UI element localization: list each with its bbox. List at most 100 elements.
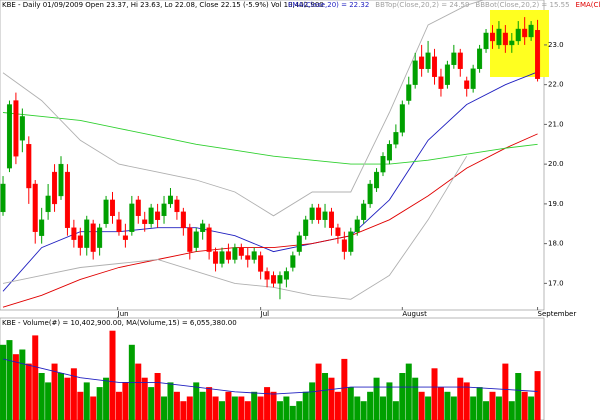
volume-bar: [96, 387, 103, 420]
volume-bar: [431, 368, 438, 420]
volume-bar: [193, 382, 200, 420]
candle-body: [71, 227, 77, 240]
volume-bar: [51, 363, 58, 420]
candle-body: [90, 223, 96, 252]
candle-body: [103, 199, 109, 224]
candle-body: [84, 219, 90, 248]
candle-body: [64, 171, 70, 228]
volume-bar: [296, 401, 303, 420]
candle-body: [528, 24, 534, 38]
y-tick-label: 18.0: [548, 240, 564, 248]
candle-body: [264, 271, 270, 280]
volume-bar: [386, 382, 393, 420]
volume-bar: [483, 401, 490, 420]
x-tick-label: September: [538, 310, 577, 318]
candle-body: [464, 80, 470, 89]
candle-body: [438, 76, 444, 89]
candle-body: [328, 211, 334, 228]
candle-body: [58, 163, 64, 197]
candle-body: [32, 183, 38, 232]
x-tick-label: Jun: [117, 310, 129, 318]
volume-bar: [161, 396, 168, 420]
candle-body: [354, 219, 360, 232]
candle-body: [77, 235, 83, 248]
candle-body: [97, 227, 103, 248]
candle-body: [174, 199, 180, 213]
volume-bar: [425, 396, 432, 420]
volume-bar: [534, 371, 541, 420]
candle-body: [148, 207, 154, 224]
volume-bar: [495, 396, 502, 420]
volume-bar: [347, 387, 354, 420]
volume-bar: [6, 340, 13, 420]
volume-bar: [264, 387, 271, 420]
candle-body: [26, 144, 32, 189]
candle-body: [432, 56, 438, 77]
volume-bar: [412, 377, 419, 420]
candle-body: [296, 235, 302, 252]
volume-bar: [302, 391, 309, 420]
candle-body: [535, 30, 541, 79]
candle-body: [367, 183, 373, 205]
candle-body: [52, 171, 58, 205]
candle-body: [374, 171, 380, 189]
volume-bar: [32, 335, 39, 420]
candle-body: [425, 52, 431, 69]
legend-entry: EMA(Close,20) = 22.32: [288, 1, 369, 9]
candle-body: [457, 52, 463, 69]
y-tick-label: 21.0: [548, 120, 564, 128]
legend-entry: BBBot(Close,20,2) = 15.55: [475, 1, 569, 9]
volume-bar: [354, 396, 361, 420]
candle-body: [122, 235, 128, 240]
volume-bar: [470, 396, 477, 420]
volume-bar: [103, 377, 110, 420]
volume-bar: [186, 396, 193, 420]
volume-bar: [244, 401, 251, 420]
candle-body: [348, 231, 354, 252]
volume-bar: [199, 391, 206, 420]
overlay-line: [2, 155, 468, 300]
candle-body: [477, 48, 483, 69]
volume-bar: [418, 391, 425, 420]
volume-bar: [154, 373, 161, 420]
volume-bar: [12, 354, 19, 420]
candle-body: [451, 52, 457, 65]
volume-bar: [322, 373, 329, 420]
volume-bar: [38, 373, 45, 420]
volume-title: KBE - Volume(#) = 10,402,900.00, MA(Volu…: [2, 319, 237, 327]
candle-body: [522, 28, 528, 38]
volume-bar: [289, 405, 296, 420]
volume-bar: [450, 396, 457, 420]
volume-bar: [251, 391, 258, 420]
candle-body: [509, 40, 515, 46]
candle-body: [502, 32, 508, 46]
candle-body: [129, 203, 135, 232]
candle-body: [303, 219, 309, 236]
volume-bar: [64, 377, 71, 420]
candle-body: [309, 207, 315, 220]
candle-body: [386, 144, 392, 161]
candle-body: [515, 28, 521, 42]
candle-body: [496, 28, 502, 46]
volume-bar: [135, 363, 142, 420]
volume-bar: [218, 401, 225, 420]
volume-bar: [122, 382, 129, 420]
legend-entry: EMA(Close,50) = 20.76: [576, 1, 600, 9]
candle-body: [206, 227, 212, 252]
volume-bar: [341, 358, 348, 420]
candle-body: [135, 199, 141, 217]
candle-body: [213, 251, 219, 264]
candle-body: [13, 100, 19, 157]
candle-body: [277, 275, 283, 284]
volume-ma-line: [2, 358, 538, 395]
candle-body: [361, 203, 367, 220]
y-tick-label: 17.0: [548, 279, 564, 287]
candle-body: [6, 104, 12, 169]
volume-bar: [528, 396, 535, 420]
volume-bar: [489, 391, 496, 420]
candle-body: [45, 195, 51, 213]
volume-bar: [25, 363, 32, 420]
volume-bar: [109, 330, 116, 420]
candle-body: [483, 32, 489, 50]
volume-bar: [0, 344, 7, 420]
